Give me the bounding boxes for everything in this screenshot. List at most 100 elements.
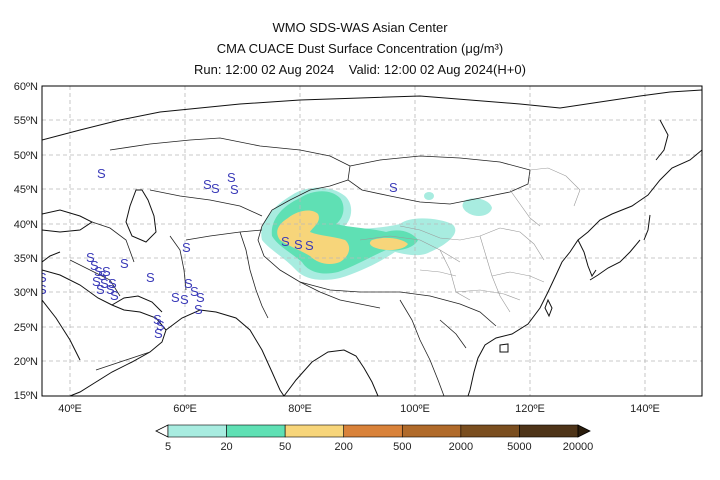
map-title-product: CMA CUACE Dust Surface Concentration (μg… <box>216 41 504 56</box>
coastline-arabia <box>42 269 167 396</box>
lon-axis: 40ºE 60ºE 80ºE 100ºE 120ºE 140ºE <box>58 403 660 415</box>
coastline-red-sea <box>42 299 81 361</box>
dust-symbol: S <box>203 177 212 192</box>
china-province-borders <box>359 167 581 313</box>
dust-symbol: S <box>211 181 220 196</box>
colorbar-segment <box>284 424 345 438</box>
border-saudi-yemen <box>95 351 151 371</box>
map-title-times: Run: 12:00 02 Aug 2024 Valid: 12:00 02 A… <box>0 62 720 78</box>
colorbar-label: 5 <box>165 441 171 453</box>
colorbar: 5 20 50 200 500 2000 5000 20000 <box>155 424 594 453</box>
lon-tick-label: 60ºE <box>173 403 197 415</box>
dust-symbol: S <box>156 318 165 333</box>
run-time: Run: 12:00 02 Aug 2024 <box>194 62 335 77</box>
dust-symbol: S <box>196 290 205 305</box>
coastline-korea <box>577 239 597 278</box>
colorbar-segment <box>343 424 403 438</box>
country-borders <box>69 137 531 396</box>
dust-symbol: S <box>180 292 189 307</box>
lat-tick-label: 35ºN <box>14 253 38 265</box>
border-turkey-iran <box>91 221 135 263</box>
lat-tick-label: 50ºN <box>14 150 38 162</box>
dust-region-light-mongolia <box>462 198 492 216</box>
map-title-center: WMO SDS-WAS Asian Center <box>272 20 448 35</box>
lat-tick-label: 30ºN <box>14 287 38 299</box>
border-kazakhstan-russia <box>109 137 351 167</box>
dust-symbol: S <box>106 282 115 297</box>
lat-tick-label: 25ºN <box>14 322 38 334</box>
border-china-west <box>257 179 497 327</box>
border-iraq-saudi <box>69 259 121 297</box>
dust-symbol: S <box>38 282 47 297</box>
colorbar-segment <box>167 424 227 438</box>
coastline-mediterranean <box>42 251 61 263</box>
border-central-asia <box>149 189 263 217</box>
dust-symbol: S <box>182 240 191 255</box>
lon-tick-label: 80ºE <box>288 403 312 415</box>
border-mongolia <box>347 155 531 205</box>
dust-symbol: S <box>184 276 193 291</box>
map-frame <box>41 85 703 397</box>
border-myanmar-thailand <box>399 299 445 396</box>
colorbar-label: 200 <box>335 441 353 453</box>
colorbar-label: 20000 <box>563 441 594 453</box>
lat-axis: 60ºN 55ºN 50ºN 45ºN 40ºN 35ºN 30ºN 25ºN … <box>14 81 38 402</box>
colorbar-over-arrow <box>577 424 591 438</box>
dust-symbol: S <box>120 256 129 271</box>
lat-tick-label: 45ºN <box>14 184 38 196</box>
dust-symbol: S <box>92 274 101 289</box>
dust-station-symbols: S S S S S S S S S S S S S S S S S S S S … <box>38 166 398 341</box>
dust-symbol: S <box>153 312 162 327</box>
dust-symbol: S <box>98 268 107 283</box>
coastline-kamchatka <box>655 119 669 161</box>
dust-symbol: S <box>86 250 95 265</box>
lon-tick-label: 140ºE <box>630 403 660 415</box>
unit-label: (μg/m³) <box>461 41 504 56</box>
coastline-black-sea <box>42 209 93 233</box>
lon-tick-label: 120ºE <box>515 403 545 415</box>
coastline-persian-gulf <box>111 295 163 313</box>
coastline-arctic <box>42 89 702 141</box>
colorbar-label: 50 <box>279 441 291 453</box>
dust-symbol: S <box>154 326 163 341</box>
dust-symbol: S <box>305 238 314 253</box>
coastline-taiwan <box>544 298 553 318</box>
border-pakistan-india <box>239 231 269 319</box>
dust-symbol: S <box>294 237 303 252</box>
colorbar-label: 500 <box>393 441 411 453</box>
lat-tick-label: 55ºN <box>14 115 38 127</box>
dust-symbol: S <box>190 284 199 299</box>
dust-region-high-east <box>369 237 408 251</box>
dust-symbol: S <box>230 182 239 197</box>
lon-tick-label: 40ºE <box>58 403 82 415</box>
colorbar-label: 20 <box>220 441 232 453</box>
colorbar-under-arrow <box>155 424 169 438</box>
coastline-arabian-sea <box>165 309 285 396</box>
colorbar-segment <box>226 424 286 438</box>
dust-symbol: S <box>108 276 117 291</box>
colorbar-segment <box>460 424 520 438</box>
coastline-bay-of-bengal <box>283 349 379 396</box>
dust-region-light-spot <box>424 192 434 200</box>
lat-tick-label: 15ºN <box>14 390 38 402</box>
dust-symbol: S <box>38 270 47 285</box>
colorbar-segment <box>519 424 579 438</box>
dust-symbol: S <box>146 270 155 285</box>
dust-symbol: S <box>94 264 103 279</box>
dust-symbol: S <box>110 288 119 303</box>
lat-tick-label: 60ºN <box>14 81 38 93</box>
lon-tick-label: 100ºE <box>400 403 430 415</box>
dust-symbol: S <box>194 302 203 317</box>
coastline-east-asia <box>467 149 702 396</box>
coastline-hainan <box>499 343 509 353</box>
coastlines <box>42 89 702 396</box>
coastline-caspian <box>125 189 157 243</box>
dust-symbol: S <box>100 276 109 291</box>
dust-symbol: S <box>227 170 236 185</box>
border-iran-afghanistan <box>169 229 263 291</box>
lat-tick-label: 20ºN <box>14 356 38 368</box>
valid-time: Valid: 12:00 02 Aug 2024(H+0) <box>348 62 526 77</box>
dust-shading <box>261 187 492 280</box>
colorbar-label: 5000 <box>507 441 531 453</box>
